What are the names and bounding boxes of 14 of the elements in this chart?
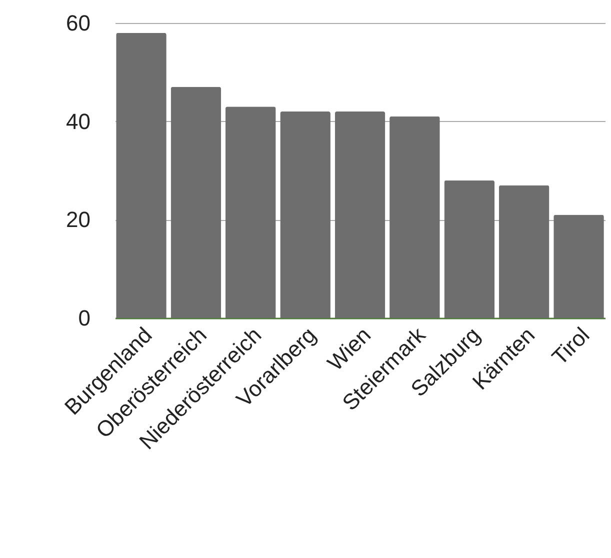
bar: [390, 116, 440, 318]
y-tick-label: 40: [66, 108, 90, 134]
bar: [225, 106, 276, 318]
y-tick-label: 0: [78, 306, 90, 330]
bar: [444, 180, 495, 318]
bar: [498, 185, 550, 318]
bar: [554, 214, 604, 318]
y-tick-label: 20: [66, 207, 90, 232]
bar: [170, 86, 222, 318]
y-tick-label: 60: [66, 10, 90, 36]
bar: [116, 32, 166, 318]
bar: [280, 112, 330, 318]
x-tick-label: Tirol: [546, 322, 594, 370]
bar: [334, 112, 386, 318]
